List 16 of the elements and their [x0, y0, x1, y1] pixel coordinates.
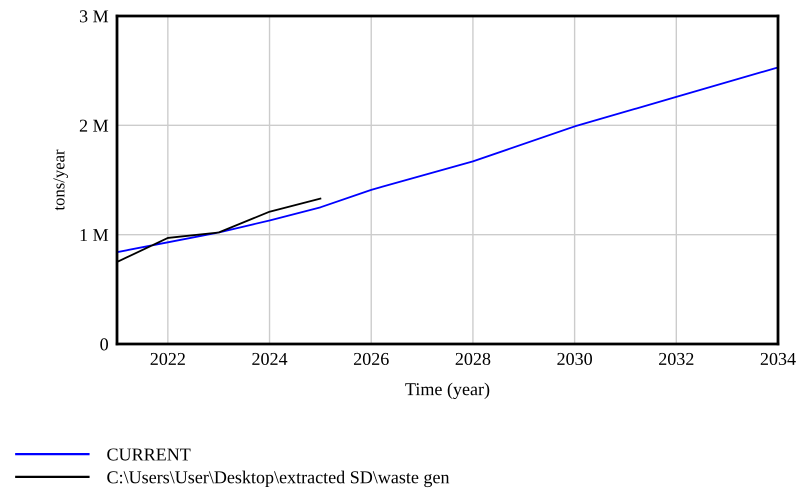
- y-tick-label: 3 M: [80, 10, 108, 22]
- y-tick-label: 1 M: [80, 229, 108, 241]
- x-tick-label: 2030: [557, 352, 592, 366]
- y-tick-label: 2 M: [80, 120, 108, 132]
- y-axis-title: tons/year: [53, 150, 68, 210]
- x-tick-label: 2034: [760, 352, 796, 366]
- legend-label: C:\Users\User\Desktop\extracted SD\waste gen: [107, 470, 450, 488]
- line-series: [117, 66, 778, 254]
- x-tick-label: 2026: [354, 352, 389, 366]
- legend-label: CURRENT: [107, 448, 190, 461]
- x-tick-label: 2022: [150, 352, 185, 366]
- x-tick-label: 2028: [456, 352, 490, 366]
- x-tick-label: 2024: [252, 352, 288, 366]
- y-tick-label: 0: [100, 338, 108, 350]
- x-tick-label: 2032: [659, 352, 694, 366]
- x-axis-title: Time (year): [405, 382, 490, 400]
